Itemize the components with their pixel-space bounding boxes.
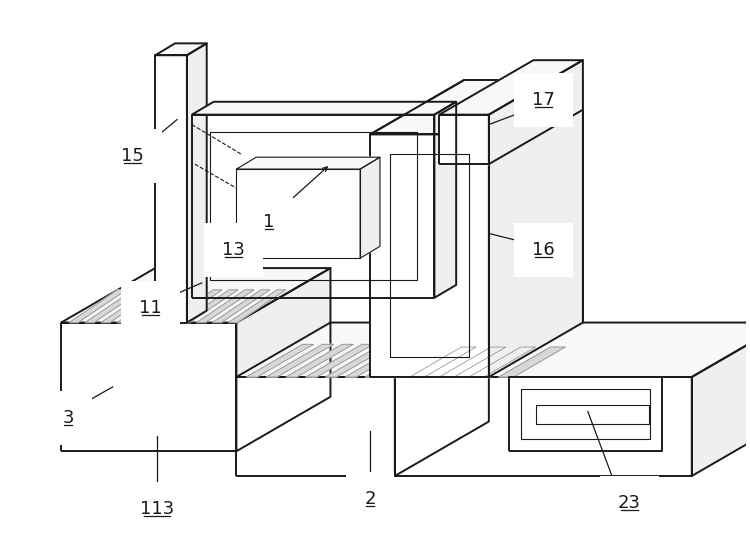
Polygon shape [394,322,489,476]
Polygon shape [370,80,583,134]
Polygon shape [246,345,314,377]
Polygon shape [133,290,190,322]
Polygon shape [165,290,222,322]
Polygon shape [509,377,662,451]
Polygon shape [101,290,158,322]
Polygon shape [181,290,238,322]
Polygon shape [236,377,394,476]
Polygon shape [434,102,456,298]
Polygon shape [499,347,566,377]
Text: 11: 11 [139,299,162,317]
Polygon shape [345,345,412,377]
Polygon shape [489,80,583,377]
Polygon shape [489,60,583,164]
Text: 17: 17 [532,91,555,109]
Polygon shape [360,157,380,258]
Polygon shape [236,169,360,258]
Polygon shape [326,345,393,377]
Polygon shape [148,290,206,322]
Text: 1: 1 [263,212,274,231]
Text: 15: 15 [121,147,144,165]
Polygon shape [117,290,174,322]
Polygon shape [286,345,353,377]
Polygon shape [692,322,750,476]
Text: 3: 3 [62,409,74,426]
Polygon shape [69,290,127,322]
Text: 13: 13 [222,241,245,259]
Polygon shape [469,347,536,377]
Polygon shape [365,345,433,377]
Polygon shape [196,290,254,322]
Polygon shape [394,322,750,377]
Polygon shape [236,268,331,451]
Text: 16: 16 [532,241,555,259]
Polygon shape [236,157,380,169]
Text: 2: 2 [364,490,376,508]
Polygon shape [370,134,489,377]
Polygon shape [85,290,142,322]
Polygon shape [212,290,270,322]
Polygon shape [440,347,506,377]
Polygon shape [410,347,476,377]
Polygon shape [385,345,452,377]
Polygon shape [520,389,650,439]
Polygon shape [394,377,692,476]
Polygon shape [62,322,236,451]
Polygon shape [440,60,583,114]
Text: 113: 113 [140,500,174,518]
Text: 23: 23 [618,494,641,512]
Polygon shape [192,102,456,114]
Polygon shape [155,55,187,322]
Polygon shape [62,268,331,322]
Polygon shape [229,290,286,322]
Polygon shape [266,345,334,377]
Polygon shape [536,405,650,424]
Polygon shape [187,43,207,322]
Polygon shape [440,114,489,164]
Polygon shape [155,43,207,55]
Polygon shape [236,322,489,377]
Polygon shape [306,345,373,377]
